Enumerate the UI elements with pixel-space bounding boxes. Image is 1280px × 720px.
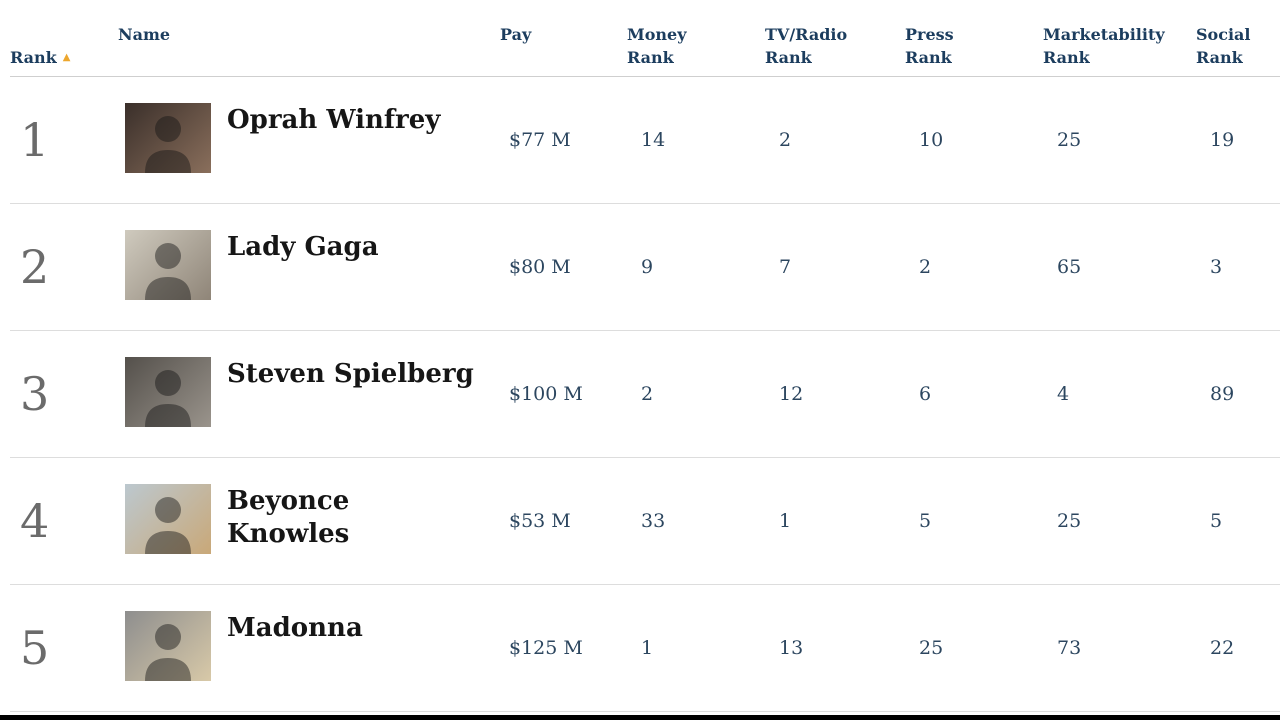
tv-radio-rank-cell: 12 bbox=[779, 383, 804, 405]
column-header-rank[interactable]: Rank ▲ bbox=[10, 0, 118, 76]
press-rank-cell: 6 bbox=[919, 383, 932, 405]
marketability-rank-cell: 25 bbox=[1057, 510, 1082, 532]
column-header-press-rank[interactable]: Press Rank bbox=[905, 25, 954, 68]
steven-spielberg-photo[interactable] bbox=[125, 357, 211, 427]
marketability-rank-cell: 4 bbox=[1057, 383, 1070, 405]
tv-radio-rank-cell: 1 bbox=[779, 510, 792, 532]
lady-gaga-photo[interactable] bbox=[125, 230, 211, 300]
celebrity-name-link[interactable]: Beyonce Knowles bbox=[227, 486, 350, 549]
money-rank-cell: 9 bbox=[641, 256, 654, 278]
social-rank-cell: 89 bbox=[1210, 383, 1235, 405]
letterbox-bar bbox=[0, 715, 1280, 720]
social-rank-cell: 22 bbox=[1210, 637, 1235, 659]
person-silhouette-icon bbox=[145, 243, 191, 300]
name-cell: Steven Spielberg bbox=[118, 331, 500, 457]
column-header-social-rank[interactable]: Social Rank bbox=[1196, 25, 1251, 68]
tv-radio-rank-cell: 2 bbox=[779, 129, 792, 151]
table-row: 2 Lady Gaga $80 M 9 7 2 65 3 bbox=[10, 204, 1280, 331]
column-header-marketability-rank[interactable]: Marketability Rank bbox=[1043, 25, 1165, 68]
press-rank-cell: 25 bbox=[919, 637, 944, 659]
celebrity-name-link[interactable]: Lady Gaga bbox=[227, 232, 379, 262]
header-label-rank: Rank bbox=[10, 48, 57, 68]
column-header-pay[interactable]: Pay bbox=[500, 25, 532, 44]
rank-cell: 5 bbox=[20, 621, 50, 675]
person-silhouette-icon bbox=[145, 624, 191, 681]
celebrity-name-link[interactable]: Madonna bbox=[227, 613, 363, 643]
pay-cell: $77 M bbox=[509, 129, 571, 151]
marketability-rank-cell: 25 bbox=[1057, 129, 1082, 151]
rank-cell: 3 bbox=[20, 367, 50, 421]
marketability-rank-cell: 65 bbox=[1057, 256, 1082, 278]
pay-cell: $125 M bbox=[509, 637, 583, 659]
press-rank-cell: 2 bbox=[919, 256, 932, 278]
social-rank-cell: 19 bbox=[1210, 129, 1235, 151]
sort-ascending-icon: ▲ bbox=[62, 52, 71, 64]
name-cell: Lady Gaga bbox=[118, 204, 500, 330]
money-rank-cell: 2 bbox=[641, 383, 654, 405]
social-rank-cell: 5 bbox=[1210, 510, 1223, 532]
tv-radio-rank-cell: 13 bbox=[779, 637, 804, 659]
celebrity-name-link[interactable]: Oprah Winfrey bbox=[227, 105, 441, 135]
oprah-winfrey-photo[interactable] bbox=[125, 103, 211, 173]
money-rank-cell: 33 bbox=[641, 510, 666, 532]
pay-cell: $53 M bbox=[509, 510, 571, 532]
rank-cell: 4 bbox=[20, 494, 50, 548]
social-rank-cell: 3 bbox=[1210, 256, 1223, 278]
pay-cell: $80 M bbox=[509, 256, 571, 278]
celebrity-name-link[interactable]: Steven Spielberg bbox=[227, 359, 474, 389]
person-silhouette-icon bbox=[145, 370, 191, 427]
column-header-money-rank[interactable]: Money Rank bbox=[627, 25, 687, 68]
press-rank-cell: 10 bbox=[919, 129, 944, 151]
money-rank-cell: 14 bbox=[641, 129, 666, 151]
person-silhouette-icon bbox=[145, 497, 191, 554]
madonna-photo[interactable] bbox=[125, 611, 211, 681]
column-header-tv-radio-rank[interactable]: TV/Radio Rank bbox=[765, 25, 848, 68]
table-row: 4 Beyonce Knowles $53 M 33 1 5 25 5 bbox=[10, 458, 1280, 585]
column-header-name[interactable]: Name bbox=[118, 25, 171, 44]
table-row: 5 Madonna $125 M 1 13 25 73 22 bbox=[10, 585, 1280, 712]
rank-cell: 2 bbox=[20, 240, 50, 294]
table-header-row: Rank ▲ Name Pay Money Rank TV/Radio Rank … bbox=[10, 0, 1280, 77]
tv-radio-rank-cell: 7 bbox=[779, 256, 792, 278]
name-cell: Madonna bbox=[118, 585, 500, 711]
table-row: 3 Steven Spielberg $100 M 2 12 6 4 89 bbox=[10, 331, 1280, 458]
press-rank-cell: 5 bbox=[919, 510, 932, 532]
pay-cell: $100 M bbox=[509, 383, 583, 405]
money-rank-cell: 1 bbox=[641, 637, 654, 659]
person-silhouette-icon bbox=[145, 116, 191, 173]
rank-cell: 1 bbox=[20, 113, 50, 167]
beyonce-knowles-photo[interactable] bbox=[125, 484, 211, 554]
name-cell: Oprah Winfrey bbox=[118, 77, 500, 203]
name-cell: Beyonce Knowles bbox=[118, 458, 500, 584]
marketability-rank-cell: 73 bbox=[1057, 637, 1082, 659]
table-row: 1 Oprah Winfrey $77 M 14 2 10 25 19 bbox=[10, 77, 1280, 204]
